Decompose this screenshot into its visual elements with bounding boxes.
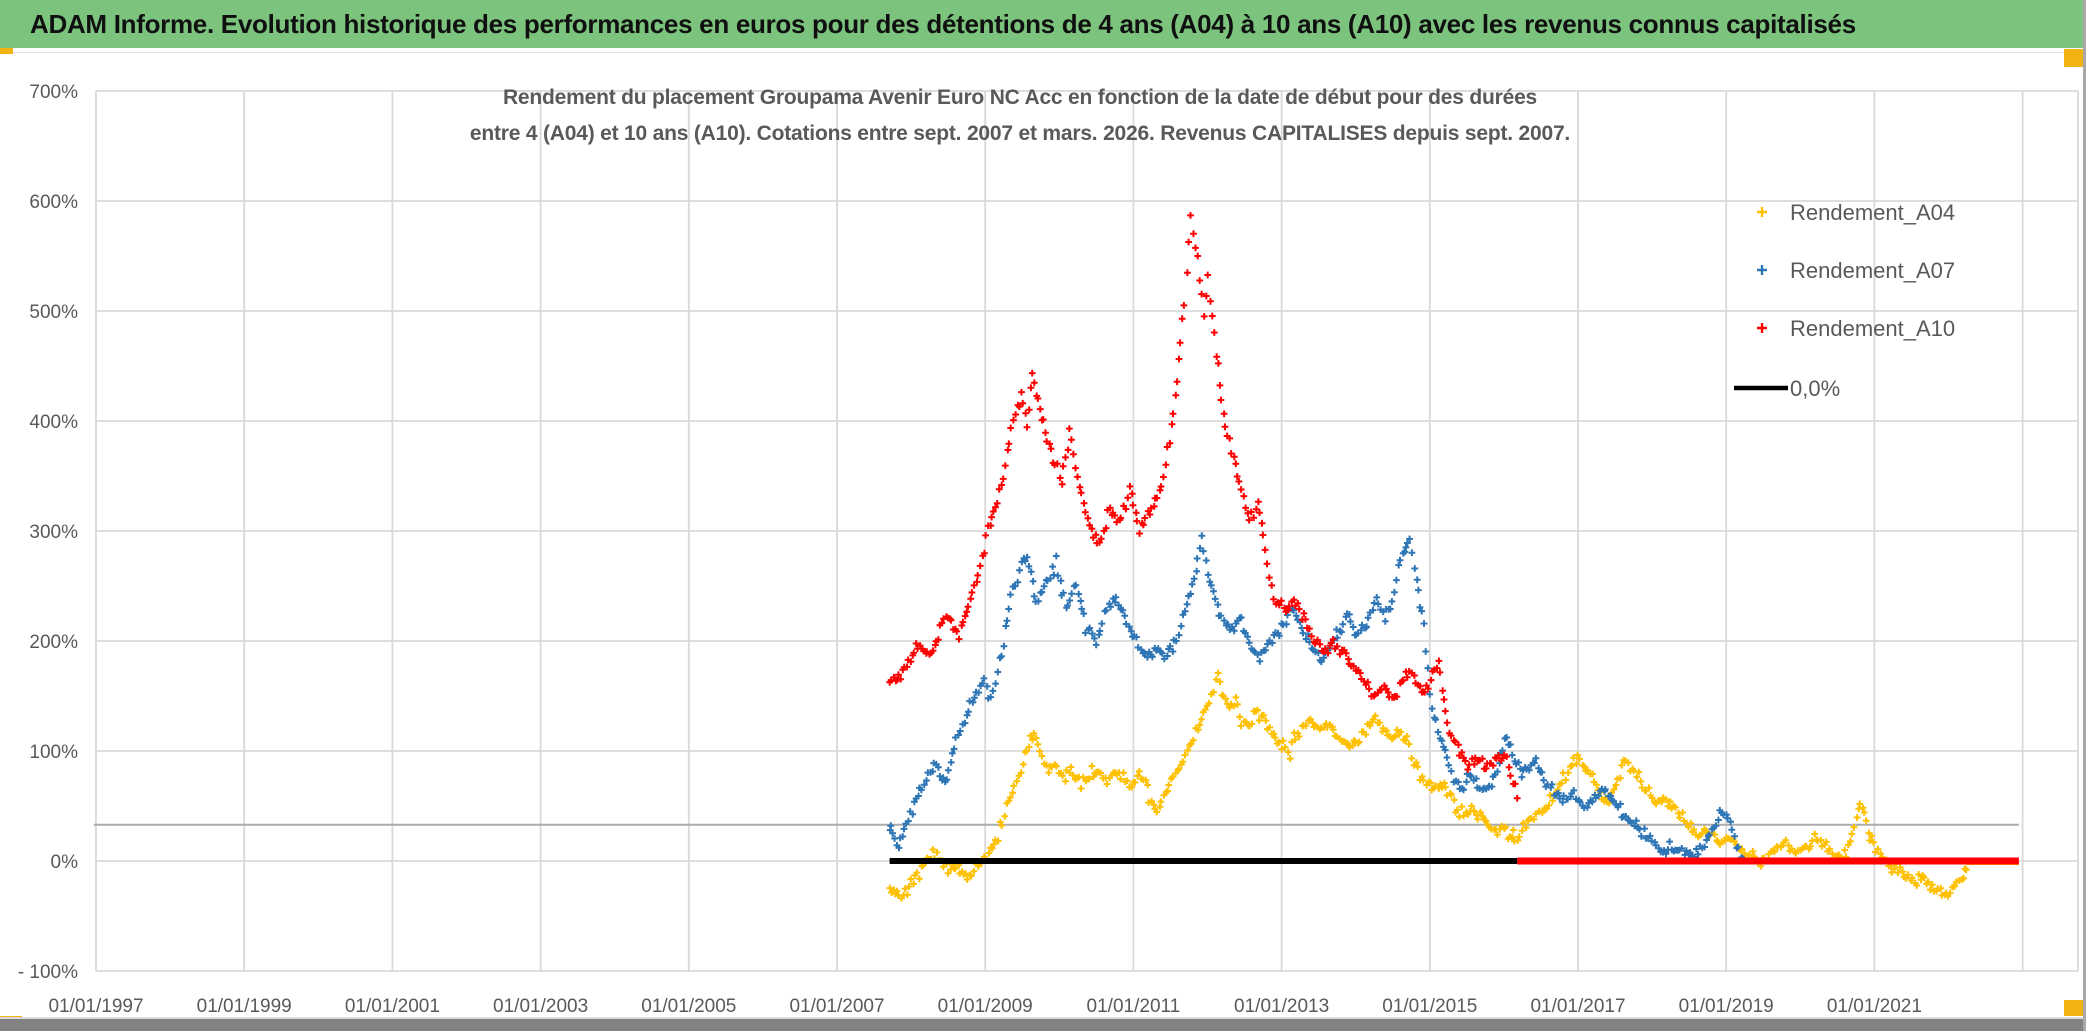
x-tick-label: 01/01/2013 [1234, 996, 1329, 1017]
bottom-edge-bar [0, 1017, 2083, 1031]
x-tick-label: 01/01/1999 [197, 996, 292, 1017]
y-tick-label: 100% [29, 742, 78, 763]
x-tick-label: 01/01/2001 [345, 996, 440, 1017]
legend-label: Rendement_A07 [1790, 258, 1955, 283]
y-tick-label: 500% [29, 302, 78, 323]
sheet-corner-accent [0, 48, 13, 54]
x-tick-label: 01/01/2009 [938, 996, 1033, 1017]
series-rendement_a04 [886, 669, 1970, 902]
series-rendement_a07 [886, 532, 1747, 863]
sheet-corner-accent [2064, 49, 2083, 67]
y-axis-labels: 700% 600% 500% 400% 300% 200% 100% 0% - 100% [18, 82, 78, 983]
y-tick-label: - 100% [18, 962, 78, 983]
x-axis-labels: 01/01/1997 01/01/1999 01/01/2001 01/01/2003… [48, 996, 1921, 1017]
x-tick-label: 01/01/2003 [493, 996, 588, 1017]
legend-label: 0,0% [1790, 376, 1840, 401]
chart-title-line1: Rendement du placement Groupama Avenir E… [502, 86, 1538, 109]
y-tick-label: 200% [29, 632, 78, 653]
window-right-edge [2083, 0, 2086, 1031]
gridlines [95, 90, 2079, 972]
legend-item-rendement_a07[interactable]: Rendement_A07 [1757, 258, 1955, 283]
plus-marker-icon [1757, 207, 1767, 217]
x-tick-label: 01/01/2019 [1679, 996, 1774, 1017]
plus-marker-icon [1757, 265, 1767, 275]
series-rendement_a10 [886, 212, 1521, 802]
legend-label: Rendement_A04 [1790, 200, 1955, 225]
sheet-corner-accent [2064, 1000, 2083, 1016]
x-tick-label: 01/01/2015 [1382, 996, 1477, 1017]
x-tick-label: 01/01/2017 [1530, 996, 1625, 1017]
y-tick-label: 700% [29, 82, 78, 103]
y-tick-label: 0% [51, 852, 79, 873]
legend-item-rendement_a10[interactable]: Rendement_A10 [1757, 316, 1955, 341]
plus-marker-icon [1757, 323, 1767, 333]
y-tick-label: 300% [29, 522, 78, 543]
header-bar: ADAM Informe. Evolution historique des p… [0, 0, 2083, 48]
y-tick-label: 600% [29, 192, 78, 213]
header-divider [0, 52, 2083, 53]
legend-label: Rendement_A10 [1790, 316, 1955, 341]
x-tick-label: 01/01/2005 [641, 996, 736, 1017]
y-tick-label: 400% [29, 412, 78, 433]
chart-title-line2: entre 4 (A04) et 10 ans (A10). Cotations… [469, 122, 1571, 145]
x-tick-label: 01/01/1997 [48, 996, 143, 1017]
legend: Rendement_A04 Rendement_A07 Rendement_A10 0… [1734, 200, 1955, 401]
x-tick-label: 01/01/2007 [789, 996, 884, 1017]
page-title: ADAM Informe. Evolution historique des p… [30, 8, 1856, 39]
chart-title: Rendement du placement Groupama Avenir E… [0, 80, 2040, 152]
legend-item-rendement_a04[interactable]: Rendement_A04 [1757, 200, 1955, 225]
x-tick-label: 01/01/2021 [1827, 996, 1922, 1017]
x-tick-label: 01/01/2011 [1087, 996, 1181, 1017]
legend-item-0,0%[interactable]: 0,0% [1734, 376, 1840, 401]
